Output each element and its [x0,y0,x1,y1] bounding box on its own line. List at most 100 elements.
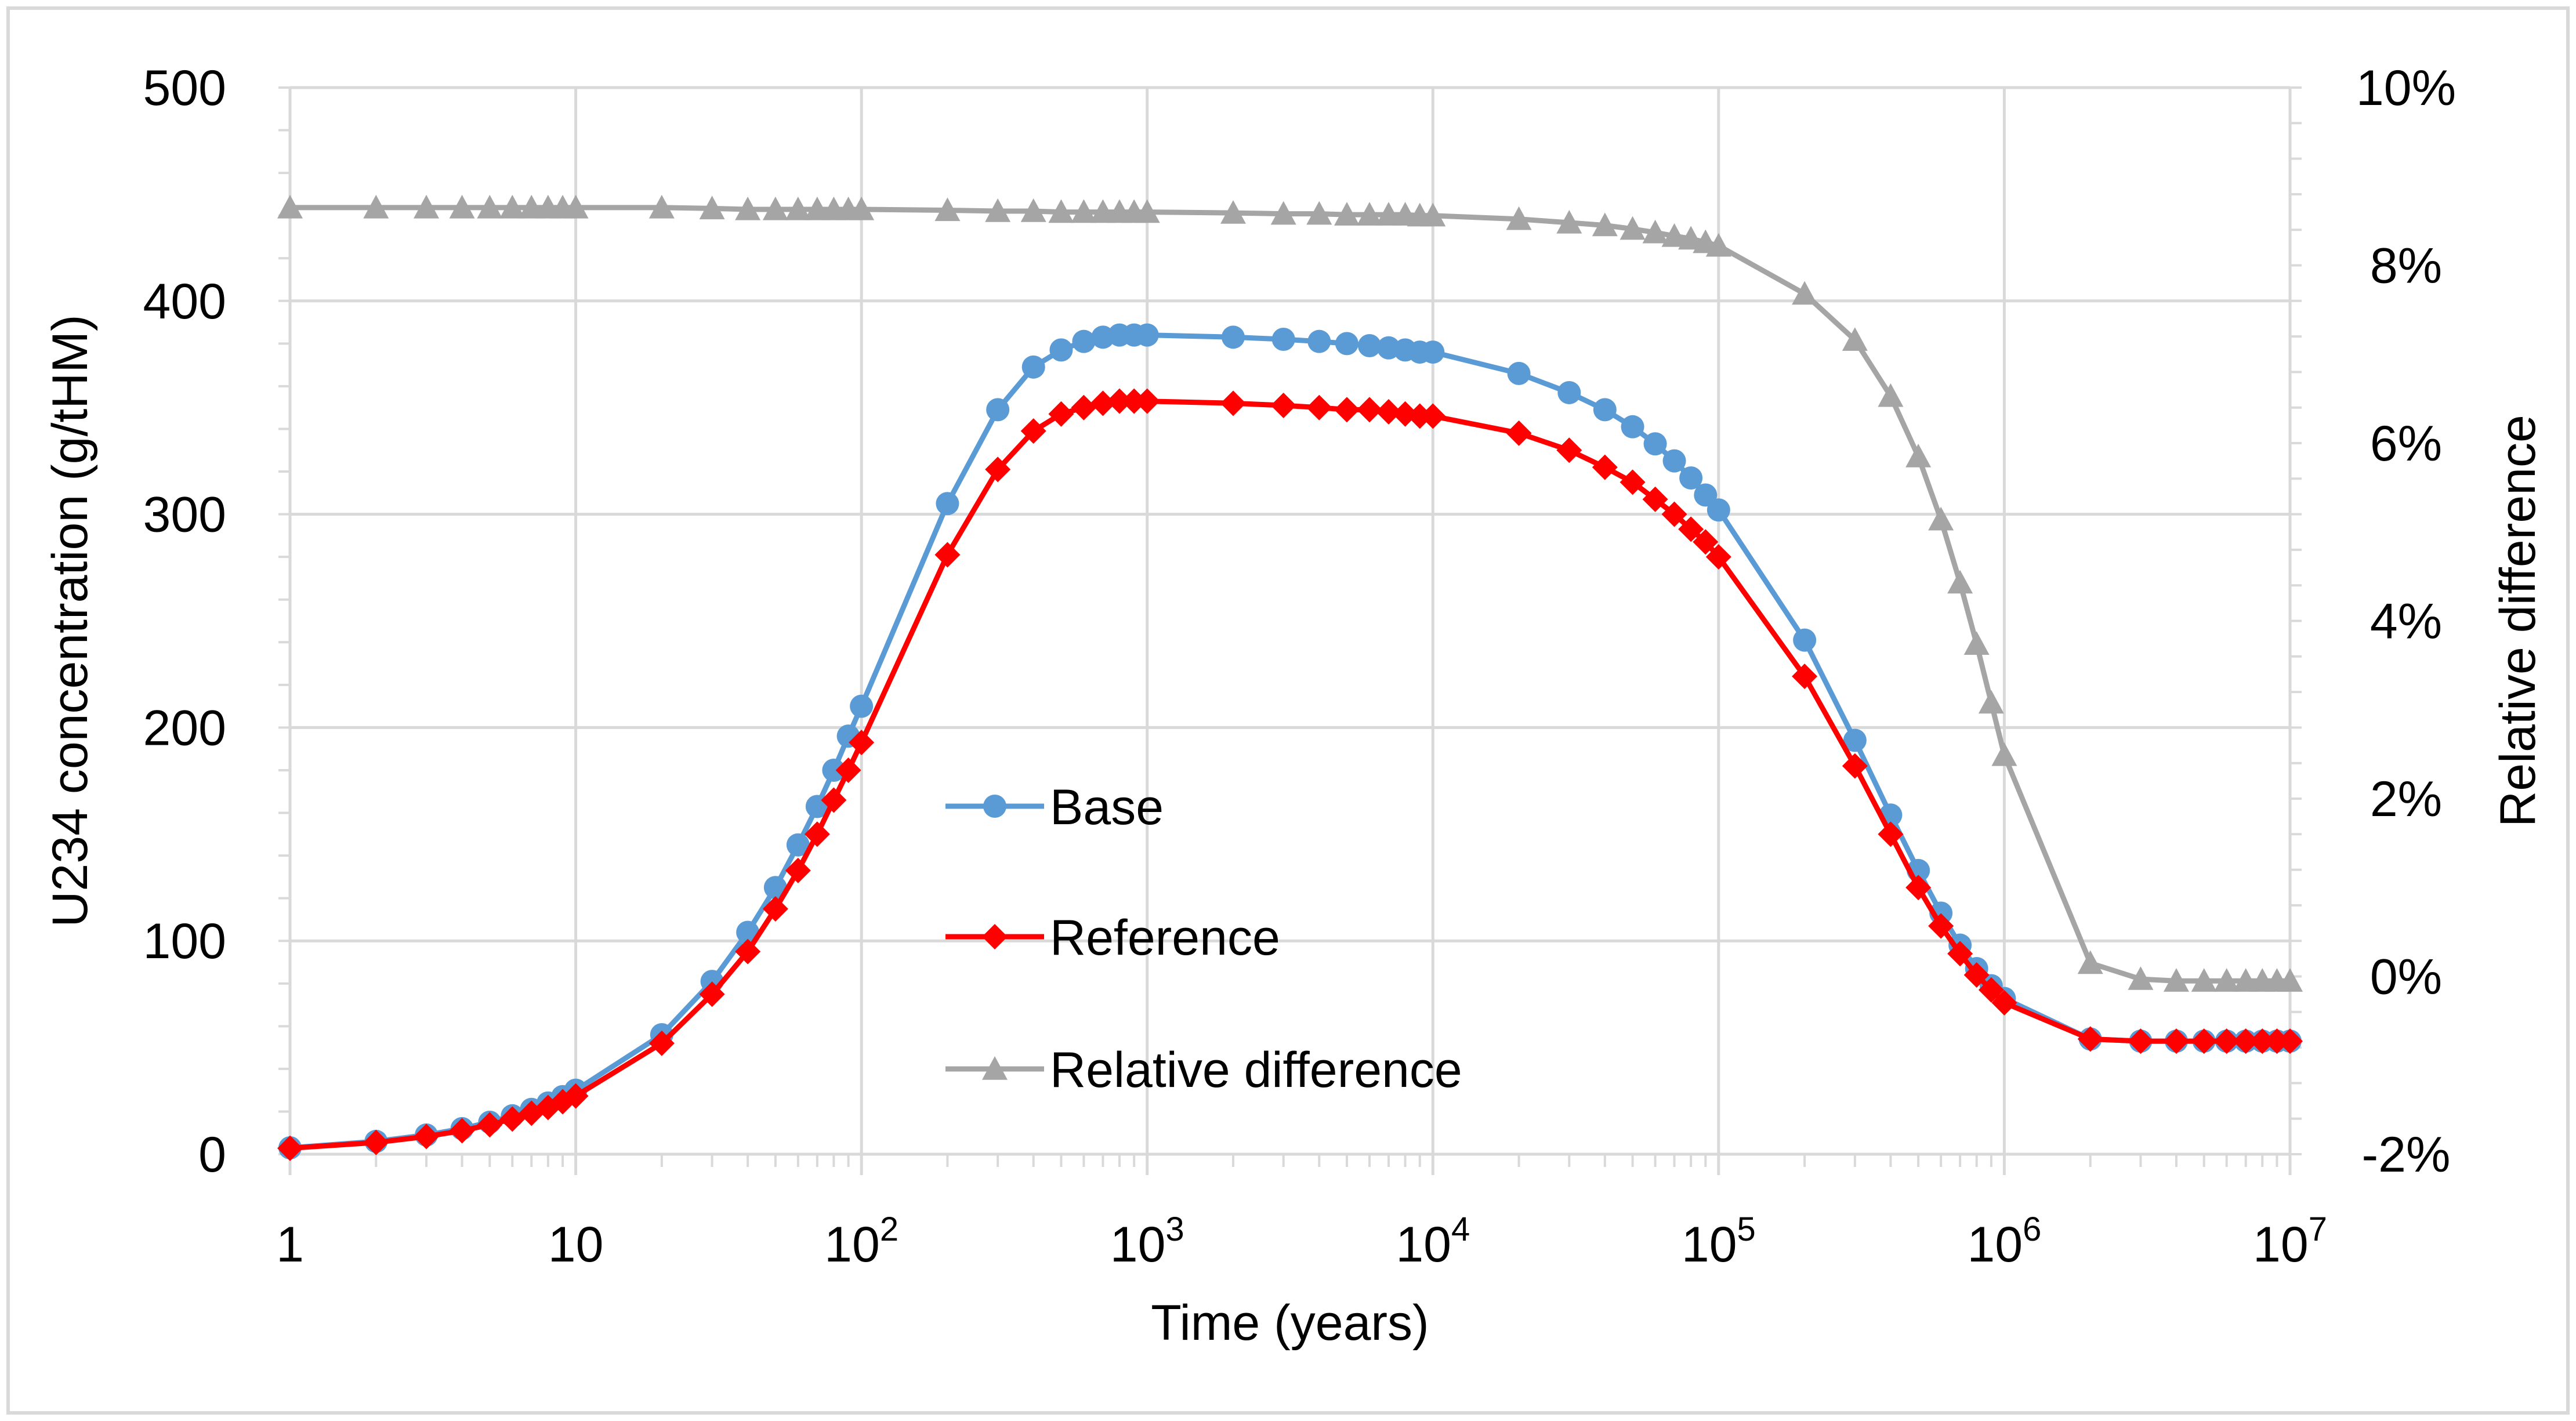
data-point-reference [2233,1028,2259,1054]
data-point-reference [1375,399,1401,425]
data-point-reference [1106,388,1132,414]
legend-item-reference: Reference [945,910,1280,966]
series-relative-difference [277,194,2303,992]
data-point-reference [2077,1026,2103,1052]
data-point-reference [1905,875,1932,901]
data-point-reference [934,542,961,568]
data-point-base [1049,338,1073,362]
data-point-base [1557,380,1581,404]
x-tick-label: 1 [276,1217,304,1273]
data-point-relative-difference [2277,968,2303,992]
data-point-reference [563,1083,589,1109]
data-point-relative-difference [363,194,389,219]
x-tick-label: 105 [1682,1210,1756,1273]
x-tick-exponent: 3 [1165,1210,1184,1248]
plot-series [277,194,2303,1161]
data-point-reference [1947,941,1973,967]
data-point-base [1135,323,1159,347]
data-point-relative-difference [1592,212,1618,237]
data-point-reference [699,981,725,1007]
data-point-reference [1842,753,1868,779]
x-tick-exponent: 7 [2309,1210,2327,1248]
data-point-relative-difference [762,196,788,220]
data-point-reference [1556,437,1582,463]
data-point-reference [1220,390,1246,416]
data-point-reference [1048,401,1074,427]
data-point-relative-difference [1020,198,1046,222]
data-point-relative-difference [519,194,545,219]
data-point-relative-difference [1071,199,1097,223]
data-point-relative-difference [2213,968,2240,992]
data-point-reference [1928,913,1954,939]
data-point-reference [1705,544,1731,570]
x-tick-base: 10 [1396,1217,1451,1273]
x-tick-label: 106 [1967,1210,2041,1273]
legend-marker-reference [982,924,1008,949]
data-point-reference [1121,388,1147,414]
data-point-reference [499,1106,526,1132]
data-point-reference [1134,388,1160,414]
data-point-base [763,876,787,900]
data-point-reference [849,730,875,756]
y2-tick-label: 10% [2356,60,2456,116]
data-point-relative-difference [2191,968,2217,992]
data-point-reference [835,757,861,783]
data-point-base [1221,325,1245,349]
data-point-base [1694,483,1718,507]
data-point-base [786,833,810,857]
data-point-relative-difference [1842,327,1868,351]
data-point-reference [2213,1028,2240,1054]
data-point-reference [363,1129,389,1155]
data-point-base [822,758,846,782]
data-point-reference [1020,418,1046,444]
data-point-relative-difference [449,194,475,219]
data-point-reference [1506,420,1532,446]
y-tick-label: 0 [198,1127,226,1183]
data-point-relative-difference [277,194,303,219]
data-point-base [1358,334,1382,358]
data-point-reference [985,456,1011,483]
x-tick-label: 10 [548,1217,604,1273]
data-point-relative-difference [1678,226,1704,250]
data-point-relative-difference [1420,202,1446,227]
x-tick-exponent: 5 [1737,1210,1756,1248]
data-point-relative-difference [2128,966,2154,990]
data-point-relative-difference [2163,968,2189,992]
x-tick-label: 104 [1396,1210,1470,1273]
y2-tick-label: 0% [2370,949,2442,1005]
data-point-relative-difference [1619,216,1646,240]
data-point-relative-difference [1928,506,1954,531]
x-tick-exponent: 2 [880,1210,898,1248]
data-point-base [1271,328,1295,351]
data-point-reference [1306,394,1332,420]
legend-item-base: Base [945,780,1164,835]
data-point-base [1621,415,1644,438]
data-point-base [1021,355,1045,379]
data-point-reference [1270,393,1296,419]
data-point-reference [2264,1028,2290,1054]
x-tick-base: 10 [1967,1217,2023,1273]
y2-tick-label: -2% [2362,1127,2451,1183]
x-tick-base: 10 [1682,1217,1737,1273]
data-point-base [1662,449,1686,473]
data-point-base [1307,329,1331,353]
data-point-base [1843,728,1867,752]
data-point-relative-difference [2077,950,2103,974]
data-point-relative-difference [1506,206,1532,230]
legend-marker-base [983,795,1006,818]
data-point-relative-difference [1375,202,1401,226]
data-point-base [986,398,1010,422]
data-point-base [1335,332,1359,356]
y2-tick-label: 2% [2370,771,2442,827]
data-point-relative-difference [1334,202,1360,226]
data-point-reference [648,1030,675,1056]
data-point-relative-difference [1306,201,1332,225]
data-point-base [1707,498,1730,522]
data-point-base [1793,628,1817,652]
data-point-relative-difference [2233,968,2259,992]
series-reference [277,388,2303,1161]
